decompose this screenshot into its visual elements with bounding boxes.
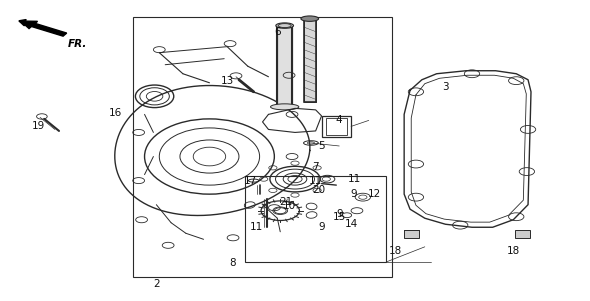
Ellipse shape <box>301 16 319 21</box>
Text: 15: 15 <box>333 212 346 222</box>
Text: 8: 8 <box>230 258 237 268</box>
Text: 7: 7 <box>312 162 319 172</box>
Bar <box>322 116 351 137</box>
Text: 3: 3 <box>442 82 449 92</box>
FancyArrow shape <box>21 21 67 36</box>
Bar <box>326 118 347 135</box>
Text: 18: 18 <box>507 246 520 256</box>
Text: 18: 18 <box>389 246 402 256</box>
Text: 11: 11 <box>250 222 263 232</box>
Text: 19: 19 <box>32 121 45 132</box>
Text: 6: 6 <box>274 26 281 37</box>
Text: 11: 11 <box>348 174 360 184</box>
Text: FR.: FR. <box>68 39 87 49</box>
Text: 14: 14 <box>345 219 358 229</box>
Text: 17: 17 <box>244 175 257 186</box>
Text: 5: 5 <box>318 141 325 151</box>
Bar <box>304 20 316 102</box>
Ellipse shape <box>270 104 299 110</box>
Text: 20: 20 <box>312 185 325 195</box>
Bar <box>277 27 292 107</box>
Text: 21: 21 <box>280 197 293 207</box>
Text: 16: 16 <box>109 108 122 118</box>
Ellipse shape <box>276 23 294 28</box>
Text: 10: 10 <box>283 201 296 211</box>
Bar <box>304 20 316 102</box>
Bar <box>133 17 392 277</box>
Bar <box>245 176 386 262</box>
Text: 2: 2 <box>153 279 160 290</box>
Text: 9: 9 <box>350 189 358 199</box>
Text: 4: 4 <box>336 115 343 126</box>
Text: 11: 11 <box>309 175 322 186</box>
Text: 9: 9 <box>318 222 325 232</box>
Text: 12: 12 <box>368 189 381 199</box>
Text: 13: 13 <box>221 76 234 86</box>
Bar <box>515 230 530 238</box>
Text: 9: 9 <box>336 209 343 219</box>
Bar <box>404 230 419 238</box>
Bar <box>277 27 292 107</box>
